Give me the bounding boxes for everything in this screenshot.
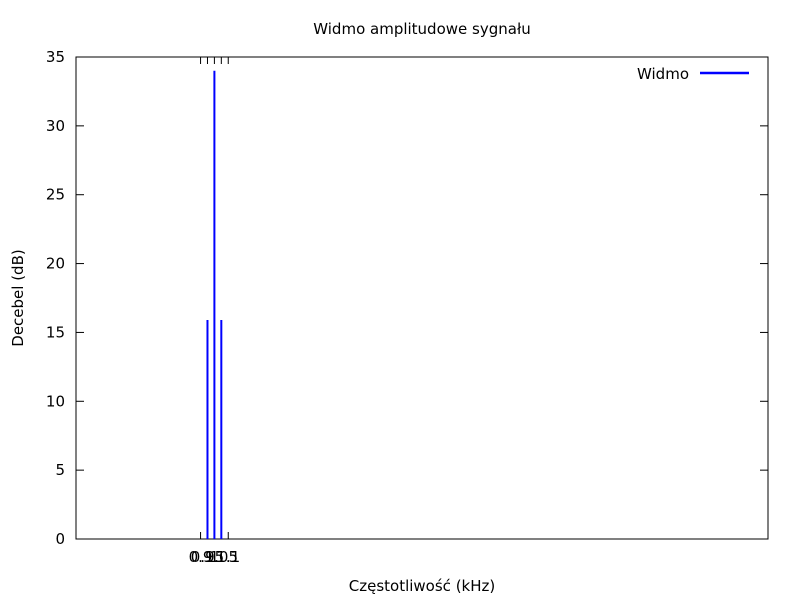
legend-label: Widmo — [637, 65, 689, 83]
bars — [206, 70, 223, 539]
y-tick-label: 25 — [46, 186, 65, 204]
y-tick-label: 35 — [46, 48, 65, 66]
y-tick-label: 5 — [55, 461, 65, 479]
x-tick-label: 1.05 — [205, 548, 238, 566]
y-tick-label: 15 — [46, 323, 65, 341]
y-tick-label: 20 — [46, 255, 65, 273]
x-axis-label: Częstotliwość (kHz) — [349, 577, 495, 595]
y-axis-label: Decebel (dB) — [9, 249, 27, 346]
x-tick-label: 1 — [210, 548, 220, 566]
y-tick-label: 0 — [55, 530, 65, 548]
y-tick-label: 30 — [46, 117, 65, 135]
y-tick-label: 10 — [46, 392, 65, 410]
x-tick-label: 0.9 — [189, 548, 213, 566]
chart-title: Widmo amplitudowe sygnału — [313, 20, 530, 38]
x-tick-label: 1.1 — [216, 548, 240, 566]
plot-frame — [75, 56, 769, 540]
y-axis: 0 5 10 15 20 25 30 35 — [46, 48, 768, 548]
x-tick-label: 0.95 — [191, 548, 224, 566]
legend: Widmo — [637, 65, 749, 83]
plot-border — [75, 56, 769, 540]
